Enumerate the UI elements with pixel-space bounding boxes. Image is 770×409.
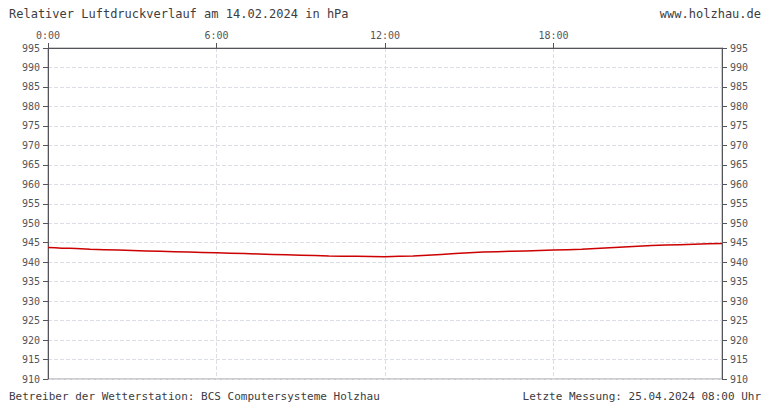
svg-text:925: 925 xyxy=(22,315,40,326)
svg-text:910: 910 xyxy=(730,374,748,385)
svg-text:970: 970 xyxy=(22,140,40,151)
svg-text:965: 965 xyxy=(22,159,40,170)
svg-text:6:00: 6:00 xyxy=(204,30,228,41)
svg-text:960: 960 xyxy=(730,179,748,190)
svg-text:955: 955 xyxy=(730,198,748,209)
svg-text:985: 985 xyxy=(22,81,40,92)
svg-text:Relativer Luftdruckverlauf am: Relativer Luftdruckverlauf am 14.02.2024… xyxy=(9,7,349,21)
svg-text:990: 990 xyxy=(730,62,748,73)
svg-text:975: 975 xyxy=(730,120,748,131)
svg-text:995: 995 xyxy=(22,43,40,54)
svg-text:975: 975 xyxy=(22,120,40,131)
svg-text:960: 960 xyxy=(22,179,40,190)
svg-text:12:00: 12:00 xyxy=(370,30,400,41)
svg-text:910: 910 xyxy=(22,374,40,385)
svg-text:935: 935 xyxy=(730,276,748,287)
svg-text:Betreiber der Wetterstation: B: Betreiber der Wetterstation: BCS Compute… xyxy=(9,390,380,403)
svg-text:www.holzhau.de: www.holzhau.de xyxy=(660,7,761,21)
svg-text:940: 940 xyxy=(22,257,40,268)
svg-text:0:00: 0:00 xyxy=(36,30,60,41)
svg-text:18:00: 18:00 xyxy=(538,30,568,41)
svg-text:Letzte Messung: 25.04.2024 08:: Letzte Messung: 25.04.2024 08:00 Uhr xyxy=(523,390,762,403)
svg-text:950: 950 xyxy=(730,218,748,229)
svg-text:965: 965 xyxy=(730,159,748,170)
svg-text:925: 925 xyxy=(730,315,748,326)
svg-text:950: 950 xyxy=(22,218,40,229)
svg-text:945: 945 xyxy=(730,237,748,248)
svg-text:920: 920 xyxy=(730,335,748,346)
svg-text:980: 980 xyxy=(730,101,748,112)
svg-text:970: 970 xyxy=(730,140,748,151)
svg-text:940: 940 xyxy=(730,257,748,268)
svg-text:930: 930 xyxy=(22,296,40,307)
svg-text:955: 955 xyxy=(22,198,40,209)
svg-text:920: 920 xyxy=(22,335,40,346)
svg-text:945: 945 xyxy=(22,237,40,248)
svg-text:915: 915 xyxy=(730,354,748,365)
svg-text:915: 915 xyxy=(22,354,40,365)
svg-text:980: 980 xyxy=(22,101,40,112)
svg-text:990: 990 xyxy=(22,62,40,73)
svg-text:935: 935 xyxy=(22,276,40,287)
svg-text:985: 985 xyxy=(730,81,748,92)
svg-text:930: 930 xyxy=(730,296,748,307)
svg-text:995: 995 xyxy=(730,43,748,54)
